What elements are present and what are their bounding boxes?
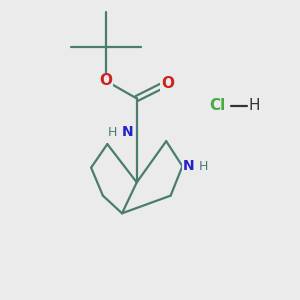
Text: H: H: [249, 98, 260, 113]
Text: O: O: [99, 73, 112, 88]
Text: N: N: [183, 159, 195, 173]
Text: N: N: [122, 125, 133, 139]
Text: H: H: [108, 126, 117, 139]
Text: Cl: Cl: [210, 98, 226, 113]
Text: H: H: [199, 160, 208, 173]
Text: O: O: [161, 76, 174, 91]
